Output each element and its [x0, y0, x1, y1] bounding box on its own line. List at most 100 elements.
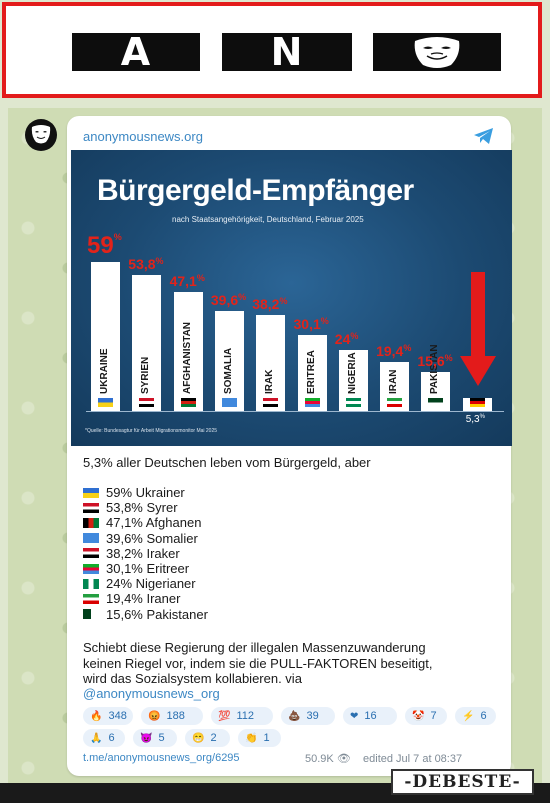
reaction-button[interactable]: 🔥 348 [83, 707, 133, 725]
watermark: -DEBESTE- [391, 769, 534, 795]
post-link[interactable]: t.me/anonymousnews_org/6295 [83, 752, 240, 764]
list-item: 30,1% Eritreer [83, 561, 189, 576]
post-paragraph-line-1: Schiebt diese Regierung der illegalen Ma… [83, 640, 426, 655]
chart-value-label: 5,3% [465, 414, 485, 425]
chart-value-label: 39,6% [210, 291, 247, 308]
anonymous-mask-logo [373, 33, 501, 71]
flag-icon [83, 609, 99, 620]
list-item-text: 24% Nigerianer [106, 576, 196, 592]
angry-face-icon: 😡 [148, 710, 161, 722]
heart-icon: ❤ [350, 710, 359, 722]
reaction-button[interactable]: 💯 112 [211, 707, 273, 725]
chart-category-label: SOMALIA [222, 347, 234, 394]
post-paragraph-line-2: keinen Riegel vor, indem sie die PULL-FA… [83, 656, 433, 671]
mention-link[interactable]: @anonymousnews_org [83, 686, 220, 701]
reaction-button[interactable]: 👏 1 [238, 729, 281, 747]
reaction-count: 6 [108, 732, 115, 744]
list-item-text: 53,8% Syrer [106, 500, 178, 516]
flag-icon [83, 563, 99, 574]
reaction-count: 1 [263, 732, 270, 744]
devil-icon: 😈 [140, 732, 153, 744]
reaction-button[interactable]: ⚡ 6 [455, 707, 496, 725]
chart-category-label: AFGHANISTAN [181, 321, 193, 394]
reaction-count: 5 [158, 732, 165, 744]
chart-category-label: ERITREA [305, 350, 317, 394]
reaction-button[interactable]: ❤ 16 [343, 707, 397, 725]
post-meta: 50.9K 👁 edited Jul 7 at 08:37 [305, 752, 462, 765]
flag-syrien [139, 398, 155, 407]
reaction-button[interactable]: 😈 5 [133, 729, 177, 747]
list-item: 15,6% Pakistaner [83, 607, 208, 622]
view-count: 50.9K [305, 753, 334, 765]
reaction-count: 188 [166, 710, 185, 722]
poop-icon: 💩 [288, 710, 301, 722]
reaction-button[interactable]: 😁 2 [185, 729, 230, 747]
chart-category-label: UKRAINE [99, 348, 110, 394]
edited-timestamp: edited Jul 7 at 08:37 [363, 753, 463, 765]
chart-baseline [86, 411, 504, 412]
chart-bar-somalia [214, 310, 244, 411]
chart-value-label: 24% [334, 331, 359, 348]
list-item: 53,8% Syrer [83, 500, 178, 515]
flag-icon [83, 593, 99, 604]
chart-bar-irak [256, 314, 286, 411]
flag-eritrea [304, 398, 320, 407]
hundred-icon: 💯 [218, 710, 231, 722]
chart-value-label: 47,1% [169, 273, 205, 290]
chart-category-label: IRAN [388, 369, 400, 394]
infographic-title: Bürgergeld-Empfänger [97, 174, 414, 207]
reaction-button[interactable]: 🤡 7 [405, 707, 447, 725]
reaction-count: 6 [480, 710, 487, 722]
list-item-text: 59% Ukrainer [106, 485, 185, 500]
flag-icon [83, 533, 99, 544]
reaction-button[interactable]: 🙏 6 [83, 729, 125, 747]
list-item-text: 38,2% Iraker [106, 545, 180, 561]
lightning-icon: ⚡ [462, 710, 475, 722]
flag-iran [387, 398, 403, 407]
mask-icon [31, 125, 51, 144]
channel-name[interactable]: anonymousnews.org [83, 129, 203, 144]
list-item: 38,2% Iraker [83, 546, 180, 561]
reaction-count: 112 [236, 710, 254, 722]
reaction-count: 7 [430, 710, 437, 722]
chart-bar-afghanistan [173, 292, 203, 411]
chart-bar-ukraine [91, 262, 120, 411]
chart-category-label: SYRIEN [140, 356, 152, 394]
list-item-text: 39,6% Somalier [106, 530, 198, 546]
infographic-source: *Quelle: Bundesagtur für Arbeit Migratio… [85, 428, 218, 434]
list-item: 39,6% Somalier [83, 531, 198, 546]
fire-icon: 🔥 [90, 710, 103, 722]
flag-icon [83, 502, 99, 513]
flag-somalia [221, 398, 237, 407]
chart-value-label: 53,8% [128, 256, 164, 273]
reaction-count: 39 [306, 710, 319, 722]
channel-avatar[interactable] [25, 119, 57, 151]
list-item-text: 19,4% Iraner [106, 591, 181, 607]
logo-letter-n: N [222, 30, 352, 74]
chart-value-label: 59% [87, 232, 122, 259]
flag-icon [83, 487, 99, 498]
grin-icon: 😁 [192, 732, 205, 744]
telegram-icon[interactable] [473, 127, 495, 145]
reaction-button[interactable]: 😡 188 [141, 707, 203, 725]
flag-deutschland [469, 398, 485, 407]
reaction-count: 348 [108, 710, 127, 722]
list-item-text: 15,6% Pakistaner [106, 606, 208, 622]
reaction-button[interactable]: 💩 39 [281, 707, 335, 725]
chart-value-label: 30,1% [293, 315, 329, 332]
mask-icon [414, 37, 460, 68]
post-paragraph-line-3: wird das Sozialsystem kollabieren. via [83, 671, 302, 686]
chart-value-label: 38,2% [252, 295, 288, 312]
flag-icon [83, 578, 99, 589]
flag-icon [83, 517, 99, 528]
eye-icon: 👁 [336, 753, 351, 765]
list-item: 19,4% Iraner [83, 591, 180, 606]
flag-ukraine [98, 398, 113, 407]
chart-value-label: 19,4% [376, 343, 412, 359]
chart-value-label: 15,6% [417, 352, 453, 369]
chart-category-label: NIGERIA [346, 352, 358, 394]
flag-afghanistan [180, 398, 196, 407]
down-arrow-icon [460, 272, 496, 386]
infographic-subtitle: nach Staatsangehörigkeit, Deutschland, F… [172, 215, 364, 224]
clown-icon: 🤡 [412, 710, 425, 722]
